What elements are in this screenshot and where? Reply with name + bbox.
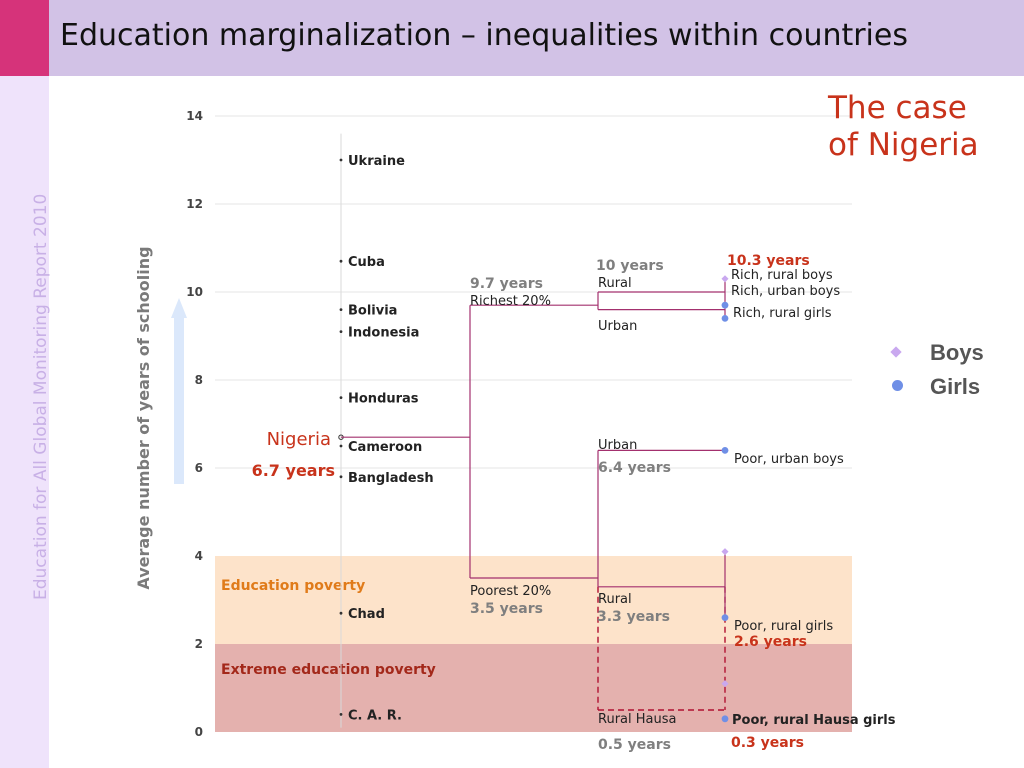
country-label: Cuba: [348, 255, 385, 270]
country-point-honduras: [339, 396, 343, 399]
poorest-value-label: 3.5 years: [470, 601, 543, 617]
location-label: Rural: [598, 276, 632, 291]
country-label: Chad: [348, 607, 385, 622]
country-point-car: [339, 713, 343, 716]
band-label-education-poverty: Education poverty: [221, 578, 365, 594]
outcome-marker-boys: [721, 275, 729, 283]
sidebar-panel: [0, 76, 49, 768]
y-tick-12: 12: [186, 197, 203, 211]
country-point-chad: [339, 611, 343, 615]
richest-value-label: 9.7 years: [470, 276, 543, 292]
legend-label-boys: Boys: [930, 340, 984, 365]
country-point-cameroon: [339, 444, 343, 448]
y-tick-4: 4: [195, 549, 203, 563]
outcome-marker-girls: [721, 715, 729, 723]
outcome-value-label: 10.3 years: [727, 253, 810, 269]
band-0: [215, 556, 852, 644]
header-accent-block: [0, 0, 49, 76]
outcome-marker-girls: [721, 614, 729, 621]
outcome-label: Poor, rural Hausa girls: [732, 713, 896, 728]
location-value-label: 6.4 years: [598, 460, 671, 476]
outcome-marker-boys: [721, 680, 729, 688]
y-axis-label: Average number of years of schooling: [134, 246, 153, 589]
country-point-bolivia: [339, 308, 343, 311]
y-tick-8: 8: [195, 373, 203, 387]
location-label: Urban: [598, 438, 637, 453]
country-label: Bolivia: [348, 304, 397, 319]
location-value-label: 10 years: [596, 258, 664, 274]
header-bar: [0, 0, 1024, 76]
case-title-line2: of Nigeria: [828, 127, 979, 163]
location-value-label: 0.5 years: [598, 737, 671, 753]
location-label: Urban: [598, 319, 637, 334]
outcome-marker-boys: [721, 548, 729, 556]
country-point-indonesia: [339, 330, 343, 333]
poorest-label: Poorest 20%: [470, 584, 551, 599]
country-label: Indonesia: [348, 326, 419, 341]
outcome-marker-girls: [721, 301, 729, 309]
y-tick-0: 0: [195, 725, 203, 739]
outcome-marker-girls: [721, 315, 729, 322]
y-tick-6: 6: [195, 461, 203, 475]
outcome-label: Rich, urban boys: [731, 284, 840, 299]
country-label: Bangladesh: [348, 471, 434, 486]
arrow-shaft: [174, 316, 184, 484]
country-point-bangladesh: [339, 475, 343, 479]
slide-title: Education marginalization – inequalities…: [60, 18, 908, 53]
band-label-extreme-poverty: Extreme education poverty: [221, 662, 436, 678]
y-tick-2: 2: [195, 637, 203, 651]
arrow-head-icon: [171, 298, 187, 318]
country-label: Honduras: [348, 392, 419, 407]
outcome-value-label: 2.6 years: [734, 634, 807, 650]
country-label: Cameroon: [348, 440, 422, 455]
y-tick-14: 14: [186, 109, 203, 123]
country-label: C. A. R.: [348, 708, 402, 723]
nigeria-value-label: 6.7 years: [252, 461, 335, 480]
country-point-cuba: [339, 259, 343, 263]
outcome-label: Poor, rural girls: [734, 619, 833, 634]
nigeria-label: Nigeria: [267, 429, 331, 450]
location-value-label: 3.3 years: [597, 609, 670, 625]
country-point-ukraine: [339, 158, 343, 162]
outcome-label: Poor, urban boys: [734, 452, 844, 467]
girls-circle-icon: [892, 380, 903, 391]
outcome-label: Rich, rural girls: [733, 306, 832, 321]
location-label: Rural: [598, 592, 632, 607]
richest-label: Richest 20%: [470, 294, 551, 309]
legend-label-girls: Girls: [930, 374, 981, 399]
y-tick-10: 10: [186, 285, 203, 299]
band-1: [215, 644, 852, 732]
country-label: Ukraine: [348, 154, 405, 169]
case-title: The case of Nigeria: [828, 90, 1018, 164]
location-label: Rural Hausa: [598, 712, 676, 727]
outcome-label: Rich, rural boys: [731, 268, 833, 283]
case-title-line1: The case: [828, 90, 967, 126]
outcome-value-label: 0.3 years: [731, 735, 804, 751]
outcome-marker-girls: [721, 447, 729, 454]
